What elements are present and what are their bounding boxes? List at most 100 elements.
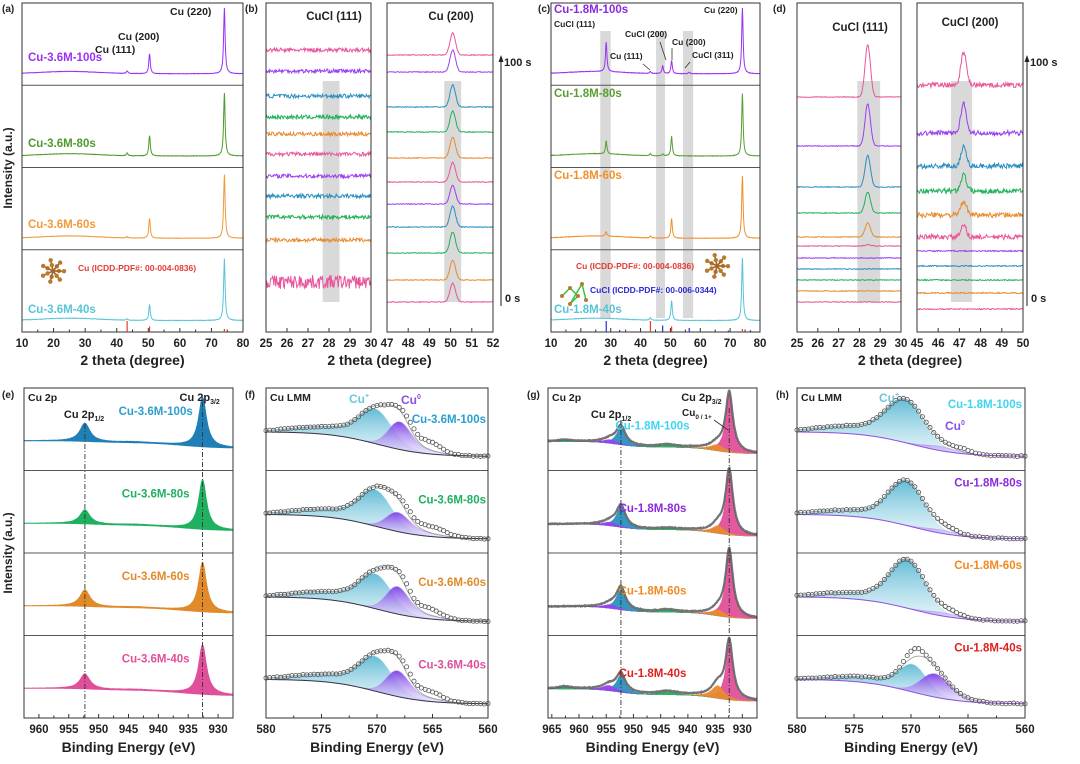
data-point bbox=[392, 402, 398, 408]
cucl-crystal-structure-icon bbox=[560, 282, 588, 306]
x-tick-label: 575 bbox=[312, 724, 332, 736]
peak-annotation: Cu (200) bbox=[118, 31, 159, 43]
component-label-superscript: 0 bbox=[417, 394, 421, 401]
data-point bbox=[344, 669, 350, 675]
data-point bbox=[908, 399, 914, 405]
data-point bbox=[916, 567, 922, 573]
data-point bbox=[478, 535, 484, 541]
x-tick-label: 945 bbox=[119, 724, 139, 736]
background-line bbox=[797, 679, 1025, 705]
x-tick-label: 580 bbox=[256, 724, 275, 736]
data-point bbox=[318, 588, 324, 594]
arrow-head-icon bbox=[1024, 55, 1030, 62]
highlight-band bbox=[444, 81, 462, 302]
peak-annotation: Cu (220) bbox=[704, 5, 738, 15]
data-point bbox=[389, 488, 395, 494]
plot-frame bbox=[796, 2, 902, 333]
data-point bbox=[344, 503, 350, 509]
data-point bbox=[919, 496, 925, 502]
data-point bbox=[281, 426, 287, 432]
data-point bbox=[954, 527, 960, 533]
data-point bbox=[942, 521, 948, 527]
data-point bbox=[481, 701, 487, 707]
x-tick-label: 565 bbox=[958, 724, 978, 736]
data-point bbox=[318, 506, 324, 512]
data-point bbox=[274, 674, 280, 680]
data-point bbox=[415, 431, 421, 437]
data-point bbox=[448, 698, 454, 704]
data-point bbox=[893, 562, 899, 568]
background-line bbox=[797, 514, 1025, 540]
data-point bbox=[307, 672, 313, 678]
subplot-title: CuCl (111) bbox=[832, 22, 888, 34]
panel-title: Cu 2p bbox=[28, 392, 57, 404]
data-point bbox=[433, 442, 439, 448]
time-series-trace bbox=[265, 213, 372, 221]
series-label: Cu-1.8M-80s bbox=[954, 478, 1022, 490]
data-point bbox=[304, 589, 310, 595]
series-label: Cu-1.8M-80s bbox=[619, 503, 687, 515]
data-point bbox=[315, 671, 321, 677]
x-tick-label: 47 bbox=[381, 338, 394, 350]
data-point bbox=[459, 534, 465, 540]
x-tick-label: 49 bbox=[995, 338, 1008, 350]
x-tick-label: 47 bbox=[953, 338, 966, 350]
data-point bbox=[950, 525, 956, 531]
data-point bbox=[452, 698, 458, 704]
data-point bbox=[363, 408, 369, 414]
data-point bbox=[935, 516, 941, 522]
data-point bbox=[474, 535, 480, 541]
data-point bbox=[392, 650, 398, 656]
fit-envelope bbox=[266, 566, 488, 622]
time-series-trace bbox=[796, 256, 902, 260]
series-label: Cu-3.6M-100s bbox=[28, 52, 102, 64]
data-point bbox=[452, 451, 458, 457]
x-axis-label: 2 theta (degree) bbox=[603, 352, 707, 368]
data-point bbox=[300, 425, 306, 431]
data-point bbox=[904, 477, 910, 483]
data-point bbox=[289, 673, 295, 679]
data-point bbox=[404, 503, 410, 509]
x-tick-label: 70 bbox=[205, 338, 218, 350]
data-point bbox=[378, 648, 384, 654]
background-line bbox=[266, 514, 488, 540]
data-point bbox=[923, 652, 929, 658]
data-point bbox=[355, 578, 361, 584]
x-tick-label: 930 bbox=[733, 724, 752, 736]
data-point bbox=[407, 588, 413, 594]
series-label: Cu-3.6M-40s bbox=[28, 304, 96, 316]
xrd-series-line bbox=[550, 7, 761, 75]
series-label: Cu-1.8M-40s bbox=[619, 668, 687, 680]
fit-component bbox=[548, 550, 757, 619]
highlight-band bbox=[950, 81, 973, 302]
data-point bbox=[363, 488, 369, 494]
panel-label: (c) bbox=[538, 4, 550, 15]
time-series-trace bbox=[265, 92, 372, 100]
data-point bbox=[404, 581, 410, 587]
fit-component bbox=[548, 524, 757, 537]
data-point bbox=[281, 674, 287, 680]
peak-label: Cu 2p1/2 bbox=[64, 409, 104, 423]
fit-component bbox=[548, 441, 757, 454]
data-point bbox=[904, 653, 910, 659]
data-point bbox=[330, 671, 336, 677]
data-point bbox=[893, 481, 899, 487]
data-point bbox=[293, 508, 299, 514]
data-point bbox=[938, 600, 944, 606]
data-point bbox=[359, 575, 365, 581]
data-point bbox=[300, 589, 306, 595]
peak-annotation: Cu (200) bbox=[672, 37, 706, 47]
data-point bbox=[304, 507, 310, 513]
x-tick-label: 50 bbox=[142, 338, 155, 350]
subplot-title: Cu (200) bbox=[428, 11, 474, 23]
xps-spectrum-area bbox=[23, 396, 234, 449]
series-label: Cu-1.8M-60s bbox=[954, 560, 1022, 572]
data-point bbox=[481, 619, 487, 625]
data-point bbox=[378, 565, 384, 571]
data-point bbox=[392, 566, 398, 572]
data-point bbox=[957, 691, 963, 697]
time-series-trace bbox=[265, 130, 372, 138]
panel-title: Cu LMM bbox=[801, 392, 842, 404]
data-point bbox=[307, 589, 313, 595]
xps-spectrum-area bbox=[23, 644, 234, 696]
